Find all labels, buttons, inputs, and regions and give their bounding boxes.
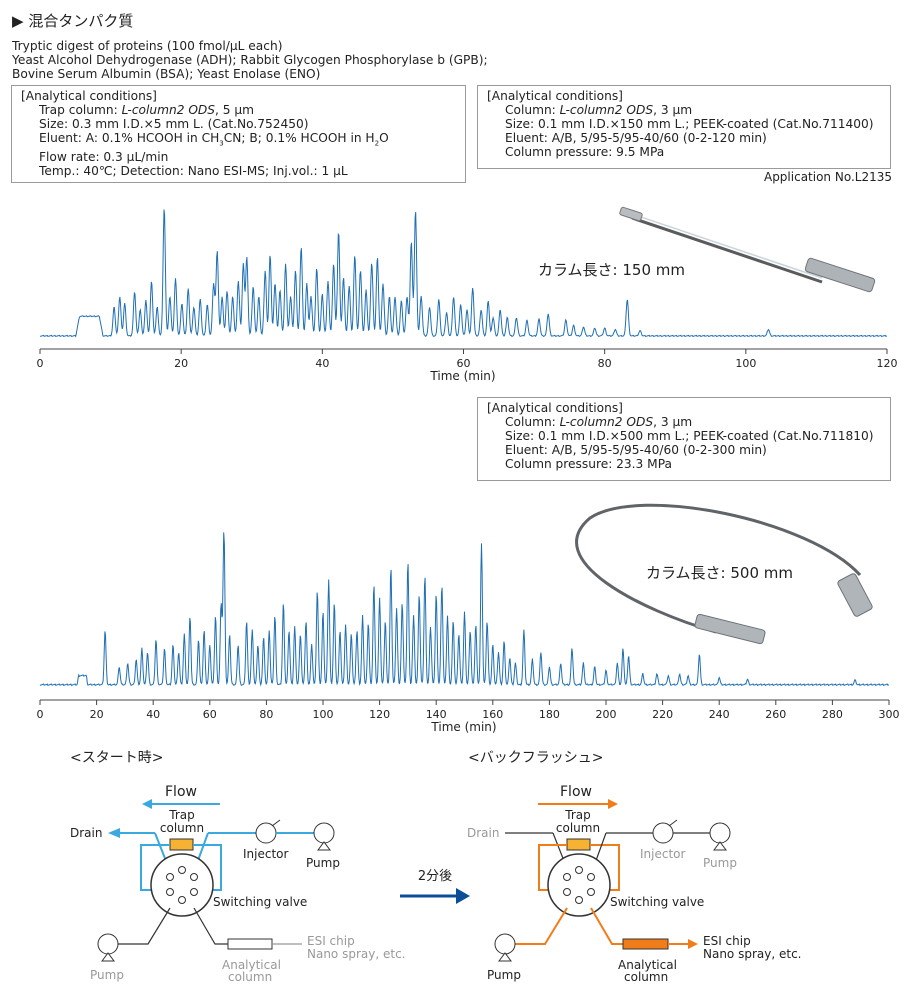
x-axis-label: Time (min) <box>430 720 496 734</box>
x-tick-label: 20 <box>174 357 188 370</box>
esi-label: ESI chip <box>703 934 751 948</box>
start-state-title: <スタート時> <box>70 750 163 766</box>
pump-icon <box>97 933 119 955</box>
valve-flow-diagram: <スタート時> <バックフラッシュ> Flow Drain Trap colum… <box>70 750 801 984</box>
injector-label: Injector <box>640 847 686 861</box>
pump-icon <box>709 822 731 844</box>
x-tick-label: 200 <box>596 708 617 721</box>
trap-label: Trap <box>168 808 194 822</box>
switching-valve-icon <box>150 853 214 917</box>
x-tick-label: 180 <box>539 708 560 721</box>
start-state-diagram: Flow Drain Trap column Injector Pump Swi… <box>70 784 405 984</box>
x-tick-label: 280 <box>822 708 843 721</box>
analytical-label: Analytical <box>618 958 677 972</box>
x-axis-label: Time (min) <box>429 369 495 383</box>
application-number: Application No.L2135 <box>763 170 892 184</box>
x-axis: 0 20 40 60 80 100 120 140 160 180 200 220 240 260 280 3… <box>37 699 900 721</box>
x-tick-label: 40 <box>146 708 160 721</box>
sample-description: Tryptic digest of proteins (100 fmol/µL … <box>12 39 488 81</box>
pump-icon <box>494 933 516 955</box>
injector-icon <box>255 822 277 844</box>
flow-label: Flow <box>560 784 592 800</box>
series-line-500mm <box>39 532 890 687</box>
column-length-annotation: カラム長さ: 150 mm <box>538 261 685 279</box>
trap-column <box>169 838 194 851</box>
backflush-state-title: <バックフラッシュ> <box>468 750 603 766</box>
x-tick-label: 100 <box>313 708 334 721</box>
trap-conditions-box: [Analytical conditions] Trap column: L-c… <box>11 85 466 183</box>
x-tick-label: 80 <box>259 708 273 721</box>
x-tick-label: 240 <box>709 708 730 721</box>
column-500mm-illustration <box>575 503 873 645</box>
pump-label: Pump <box>703 856 737 870</box>
flow-label: Flow <box>165 784 197 800</box>
chromatogram-500mm: カラム長さ: 500 mm 0 20 40 60 80 100 120 140 160 180 20… <box>37 503 900 734</box>
x-tick-label: 120 <box>877 357 898 370</box>
backflush-state-diagram: Flow Drain Trap column Injector Pump Swi… <box>467 784 801 984</box>
after-2min-label: 2分後 <box>418 869 452 884</box>
switching-valve-label: Switching valve <box>213 895 307 909</box>
x-tick-label: 120 <box>369 708 390 721</box>
conditions-500mm-box: [Analytical conditions] Column: L-column… <box>477 397 891 481</box>
x-tick-label: 80 <box>598 357 612 370</box>
drain-label: Drain <box>467 826 499 840</box>
pump-label: Pump <box>306 856 340 870</box>
pump-icon <box>313 822 335 844</box>
x-tick-label: 260 <box>765 708 786 721</box>
x-tick-label: 40 <box>315 357 329 370</box>
trap-column <box>566 838 591 851</box>
arrow-right-icon <box>456 888 470 904</box>
nano-label: Nano spray, etc. <box>703 947 801 961</box>
switching-valve-label: Switching valve <box>610 895 704 909</box>
chromatogram-150mm: カラム長さ: 150 mm 0 20 40 60 80 100 120 Time (min) <box>37 206 898 383</box>
x-tick-label: 220 <box>652 708 673 721</box>
x-tick-label: 100 <box>735 357 756 370</box>
trap-column-label: column <box>556 821 600 835</box>
analytical-column-label: column <box>624 970 668 984</box>
column-150mm-illustration <box>619 206 876 293</box>
conditions-150mm-box: [Analytical conditions] Column: L-column… <box>477 85 891 169</box>
injector-label: Injector <box>243 847 289 861</box>
switching-valve-icon <box>547 853 611 917</box>
x-tick-label: 20 <box>90 708 104 721</box>
analytical-column <box>227 938 273 950</box>
column-length-annotation: カラム長さ: 500 mm <box>646 564 793 582</box>
x-tick-label: 140 <box>426 708 447 721</box>
flow-arrow-icon <box>608 799 618 809</box>
analytical-column-label: column <box>228 970 272 984</box>
trap-column-label: column <box>160 821 204 835</box>
nano-label: Nano spray, etc. <box>307 947 405 961</box>
x-axis: 0 20 40 60 80 100 120 <box>37 348 898 370</box>
drain-label: Drain <box>70 826 102 840</box>
trap-label: Trap <box>564 808 590 822</box>
flow-arrow-icon <box>142 799 152 809</box>
triangle-icon: ▶ <box>12 12 29 30</box>
section-title: ▶ 混合タンパク質 <box>12 12 134 30</box>
x-tick-label: 0 <box>37 357 44 370</box>
analytical-column <box>622 938 669 950</box>
pump-label: Pump <box>90 968 124 982</box>
analytical-label: Analytical <box>222 958 281 972</box>
x-tick-label: 60 <box>457 357 471 370</box>
x-tick-label: 0 <box>37 708 44 721</box>
x-tick-label: 160 <box>482 708 503 721</box>
x-tick-label: 300 <box>879 708 900 721</box>
esi-label: ESI chip <box>307 934 355 948</box>
x-tick-label: 60 <box>203 708 217 721</box>
pump-label: Pump <box>487 968 521 982</box>
series-line-150mm <box>39 209 888 338</box>
injector-icon <box>652 822 674 844</box>
